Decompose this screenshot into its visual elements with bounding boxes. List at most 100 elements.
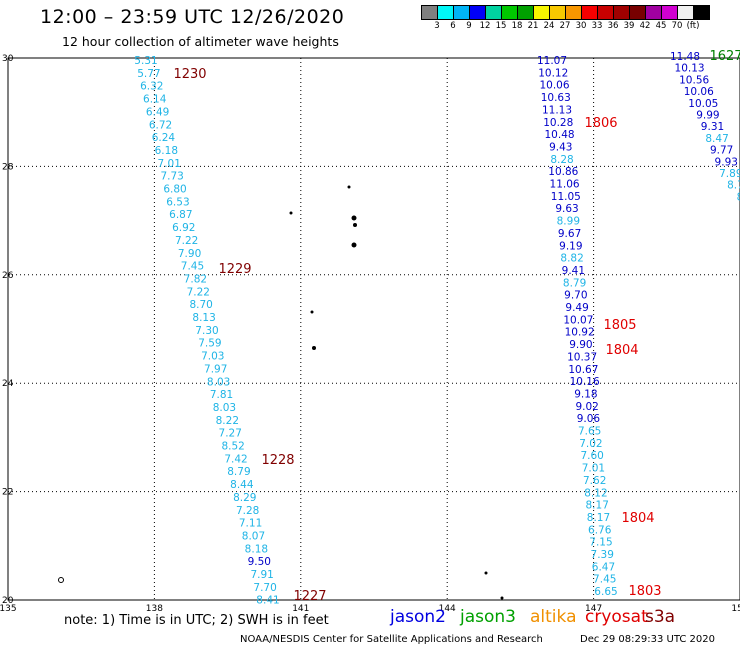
x-tick-label: 138 — [146, 604, 163, 614]
y-tick-label: 24 — [2, 379, 14, 389]
swh-label-track-b: 10.28 — [543, 117, 573, 129]
swh-label-track-a: 7.97 — [204, 363, 227, 375]
swh-label-track-a: 7.03 — [201, 351, 224, 363]
swh-label-track-b: 9.19 — [559, 240, 582, 252]
color-scale-labels: 3 6 9 12 15 18 21 24 27 30 33 36 39 42 45 70 (ft) — [421, 21, 740, 33]
swh-label-track-a: 7.73 — [160, 171, 183, 183]
swh-label-track-c: 10.56 — [679, 74, 709, 86]
swh-label-track-b: 6.76 — [588, 524, 612, 536]
swh-label-track-b: 7.01 — [582, 463, 605, 475]
swh-label-track-a: 7.82 — [184, 273, 207, 285]
swh-label-track-a: 6.87 — [169, 209, 192, 221]
scale-label: 3 — [434, 21, 440, 31]
swh-label-track-b: 7.39 — [591, 549, 614, 561]
swh-label-track-a: 6.49 — [146, 106, 169, 118]
color-scale-legend — [421, 5, 710, 20]
pass-time-label: 1805 — [603, 318, 636, 333]
island-mark — [351, 242, 357, 248]
swh-label-track-a: 6.18 — [155, 145, 178, 157]
island-mark — [353, 223, 357, 227]
swh-label-track-c: 10.13 — [675, 63, 705, 75]
swh-label-track-a: 5.31 — [134, 55, 157, 67]
island-mark — [312, 346, 316, 350]
swh-label-track-a: 8.44 — [230, 479, 254, 491]
swh-label-track-c: 8.47 — [705, 133, 728, 145]
swh-label-track-a: 7.28 — [236, 505, 259, 517]
swh-label-track-a: 8.07 — [242, 530, 265, 542]
swh-label-track-b: 8.28 — [550, 154, 573, 166]
swh-label-track-a: 8.29 — [233, 492, 256, 504]
swh-label-track-b: 9.06 — [577, 413, 601, 425]
pass-time-label: 1229 — [218, 262, 251, 277]
pass-time-label: 1804 — [605, 343, 638, 358]
swh-label-track-c: 8 — [737, 191, 740, 203]
swh-label-track-b: 7.02 — [579, 438, 602, 450]
swh-label-track-a: 6.24 — [152, 132, 176, 144]
swh-label-track-b: 7.60 — [580, 450, 603, 462]
scale-label: 45 — [655, 21, 667, 31]
island-mark — [310, 310, 314, 314]
pass-time-label: 1627 — [709, 49, 740, 64]
island-mark — [500, 596, 504, 600]
swh-label-track-a: 6.53 — [166, 196, 189, 208]
satellite-legend-s3a: s3a — [645, 607, 676, 627]
swh-label-track-a: 7.90 — [178, 248, 201, 260]
swh-label-track-a: 9.50 — [248, 556, 271, 568]
swh-label-track-a: 7.27 — [219, 428, 242, 440]
swh-label-track-a: 7.42 — [224, 453, 247, 465]
swh-label-track-a: 7.22 — [175, 235, 198, 247]
swh-label-track-b: 11.06 — [550, 179, 580, 191]
swh-label-track-b: 10.48 — [545, 129, 575, 141]
swh-label-track-a: 7.70 — [253, 582, 276, 594]
swh-label-track-b: 9.70 — [564, 290, 587, 302]
island-mark — [289, 211, 293, 215]
x-tick-label: 135 — [0, 604, 17, 614]
scale-label: 36 — [607, 21, 619, 31]
swh-label-track-a: 8.18 — [245, 543, 268, 555]
swh-label-track-b: 8.17 — [587, 512, 610, 524]
pass-time-label: 1803 — [628, 584, 661, 599]
swh-label-track-b: 7.62 — [583, 475, 606, 487]
swh-label-track-a: 7.59 — [198, 338, 221, 350]
scale-label: 18 — [511, 21, 523, 31]
scale-label: 9 — [466, 21, 472, 31]
x-tick-label: 141 — [292, 604, 309, 614]
credit-line: NOAA/NESDIS Center for Satellite Applica… — [240, 634, 543, 645]
swh-label-track-a: 8.70 — [189, 299, 212, 311]
pass-time-label: 1806 — [584, 116, 617, 131]
swh-label-track-b: 9.41 — [562, 265, 585, 277]
scale-label: 39 — [623, 21, 635, 31]
swh-label-track-b: 9.18 — [574, 388, 597, 400]
swh-label-track-c: 10.05 — [688, 98, 718, 110]
map-title: 12:00 – 23:59 UTC 12/26/2020 — [40, 6, 345, 28]
scale-label: 33 — [591, 21, 603, 31]
y-tick-label: 30 — [2, 54, 14, 64]
swh-label-track-a: 8.03 — [213, 402, 236, 414]
swh-label-track-a: 8.41 — [256, 595, 279, 607]
y-tick-label: 28 — [2, 162, 14, 172]
swh-label-track-a: 6.72 — [149, 119, 172, 131]
island-mark — [58, 577, 64, 583]
swh-label-track-b: 8.17 — [586, 500, 609, 512]
swh-label-track-b: 9.67 — [558, 228, 581, 240]
x-tick-label: 150 — [731, 604, 740, 614]
pass-time-label: 1804 — [621, 511, 654, 526]
satellite-legend-jason3: jason3 — [460, 607, 516, 627]
swh-label-track-c: 9.99 — [696, 110, 719, 122]
y-tick-label: 20 — [2, 596, 14, 606]
swh-label-track-b: 6.65 — [594, 586, 617, 598]
y-tick-label: 22 — [2, 488, 13, 498]
swh-label-track-b: 11.05 — [551, 191, 581, 203]
swh-label-track-a: 8.13 — [192, 312, 215, 324]
swh-label-track-b: 10.12 — [538, 67, 568, 79]
swh-label-track-b: 7.65 — [578, 426, 601, 438]
generation-timestamp: Dec 29 08:29:33 UTC 2020 — [580, 634, 715, 645]
swh-label-track-a: 8.52 — [221, 441, 244, 453]
swh-label-track-a: 7.45 — [181, 261, 204, 273]
scale-label: 42 — [639, 21, 651, 31]
satellite-legend-jason2: jason2 — [390, 607, 446, 627]
map-frame — [7, 57, 740, 601]
swh-label-track-b: 8.82 — [560, 253, 583, 265]
swh-label-track-b: 6.47 — [592, 561, 615, 573]
